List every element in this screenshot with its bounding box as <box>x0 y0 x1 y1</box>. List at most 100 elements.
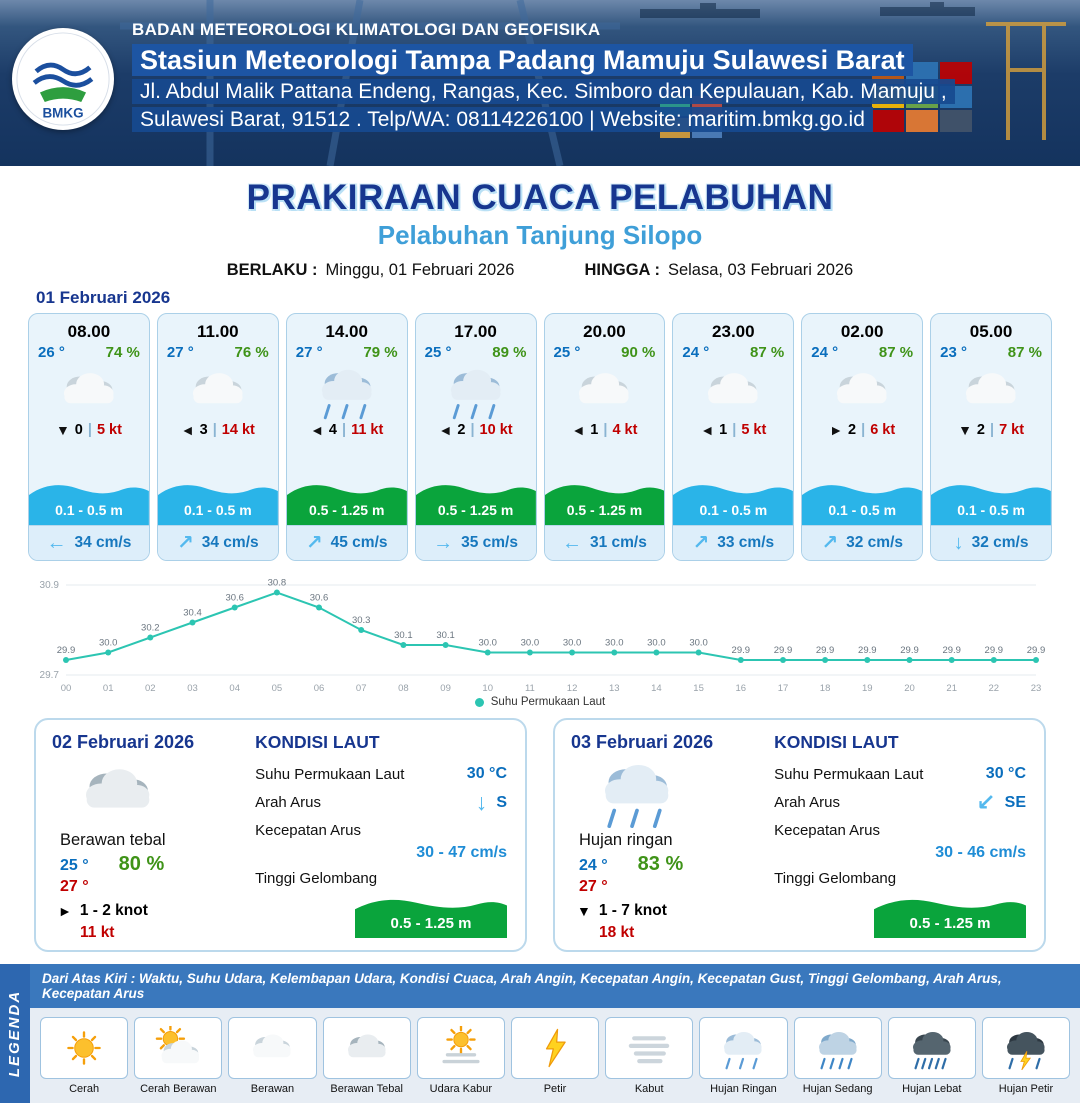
wind-speed: 11 kt <box>351 422 384 438</box>
legend-weather-icon <box>57 1026 111 1070</box>
svg-text:30.1: 30.1 <box>436 630 455 641</box>
weather-icon <box>182 362 254 420</box>
air-temperature: 25 ° <box>553 344 581 361</box>
wave-height-badge: 0.5 - 1.25 m <box>874 894 1026 938</box>
forecast-time: 17.00 <box>454 322 497 341</box>
legend-item: Hujan Lebat <box>887 1017 976 1095</box>
temp-min: 24 ° <box>579 857 608 874</box>
forecast-card: 17.00 25 ° 89 % ◄ 2 | 10 kt <box>414 313 537 561</box>
forecast-date: 01 Februari 2026 <box>36 288 171 307</box>
current-speed: 34 cm/s <box>201 534 259 551</box>
bmkg-logo: BMKG <box>12 28 114 130</box>
wind-value: 2 <box>848 422 857 438</box>
legend-label: Hujan Ringan <box>710 1083 777 1095</box>
current-speed-label: Kecepatan Arus <box>255 822 362 839</box>
current-speed-value: 30 - 47 cm/s <box>416 844 507 861</box>
legend-label: Hujan Sedang <box>802 1083 873 1095</box>
svg-text:30.0: 30.0 <box>478 638 497 649</box>
air-temperature: 24 ° <box>682 344 710 361</box>
legend-weather-icon <box>434 1026 488 1070</box>
header-text: BADAN METEOROLOGI KLIMATOLOGI DAN GEOFIS… <box>132 0 1080 132</box>
svg-text:07: 07 <box>356 683 367 694</box>
wind-row: ◄ 2 | 10 kt <box>416 422 536 438</box>
svg-text:30.6: 30.6 <box>225 593 244 604</box>
svg-text:06: 06 <box>314 683 325 694</box>
date: 03 Februari 2026 <box>571 732 714 752</box>
legend-label: Kabut <box>634 1083 664 1095</box>
svg-text:11: 11 <box>525 683 535 694</box>
legend-label: Berawan Tebal <box>330 1083 403 1095</box>
wind-row: ◄ 1 | 5 kt <box>673 422 793 438</box>
svg-text:19: 19 <box>862 683 873 694</box>
air-temperature: 23 ° <box>940 344 967 361</box>
wind-value: 4 <box>328 422 337 438</box>
daily-forecast-card: 02 Februari 2026 Berawan tebal 25 ° 80 %… <box>34 718 527 952</box>
humidity: 89 % <box>492 344 527 361</box>
wave-height: 0.1 - 0.5 m <box>957 502 1025 518</box>
wind-direction-icon: ▼ <box>577 903 591 919</box>
wind-row: ◄ 3 | 14 kt <box>158 422 278 438</box>
validity-period: BERLAKU : Minggu, 01 Februari 2026 HINGGA… <box>0 261 1080 280</box>
legend-item: Cerah <box>40 1017 129 1095</box>
current-direction-icon: ↗ <box>692 532 710 554</box>
legend-weather-icon <box>716 1026 770 1070</box>
page-title: PRAKIRAAN CUACA PELABUHAN <box>246 178 834 217</box>
forecast-time: 02.00 <box>840 322 884 341</box>
legend-weather-icon <box>340 1026 394 1070</box>
svg-text:30.4: 30.4 <box>183 608 202 619</box>
wind-range: 1 - 7 knot <box>598 902 667 919</box>
current-direction-icon: ← <box>561 532 582 554</box>
current-row: ← 34 cm/s <box>29 525 149 560</box>
current-row: ← 31 cm/s <box>544 525 665 560</box>
legend-weather-icon <box>528 1026 582 1070</box>
current-row: ↗ 34 cm/s <box>157 525 278 560</box>
daily-forecast-card: 03 Februari 2026 Hujan ringan 24 ° 83 % … <box>553 718 1046 952</box>
wind-direction-icon: ◄ <box>571 422 586 438</box>
weather-icon <box>440 362 512 420</box>
legend-weather-icon <box>622 1026 676 1070</box>
header: BMKG BADAN METEOROLOGI KLIMATOLOGI DAN G… <box>0 0 1080 166</box>
svg-text:17: 17 <box>778 683 789 694</box>
legend-item: Petir <box>510 1017 600 1095</box>
svg-text:29.9: 29.9 <box>900 645 919 656</box>
wave-shape <box>874 899 1026 938</box>
wind-value: 0 <box>74 422 83 438</box>
wind-speed: 7 kt <box>999 422 1025 438</box>
wind-gust: 18 kt <box>599 924 635 941</box>
weather-icon <box>311 362 383 420</box>
svg-text:20: 20 <box>904 683 915 694</box>
svg-text:08: 08 <box>398 683 409 694</box>
wave-height-band: 0.5 - 1.25 m <box>415 479 536 525</box>
sst-label: Suhu Permukaan Laut <box>774 765 924 783</box>
divider: | <box>342 422 347 438</box>
current-speed-value: 30 - 46 cm/s <box>935 844 1026 861</box>
svg-text:29.9: 29.9 <box>985 645 1004 656</box>
forecast-card: 11.00 27 ° 76 % ◄ 3 | 14 kt <box>156 313 279 561</box>
legend-item: Hujan Petir <box>981 1017 1071 1095</box>
svg-text:30.1: 30.1 <box>394 630 413 641</box>
current-direction-label: Arah Arus <box>774 794 840 811</box>
chart-legend: Suhu Permukaan Laut <box>30 696 1050 708</box>
weather-icon <box>697 362 769 420</box>
current-speed-label: Kecepatan Arus <box>774 822 881 839</box>
wave-shape <box>673 485 794 525</box>
svg-text:16: 16 <box>736 683 747 694</box>
svg-text:02: 02 <box>145 683 156 694</box>
wave-height: 0.1 - 0.5 m <box>699 502 768 518</box>
svg-text:00: 00 <box>61 683 72 694</box>
sst-value: 30 °C <box>985 765 1026 782</box>
humidity: 80 % <box>118 853 165 875</box>
forecast-card: 20.00 25 ° 90 % ◄ 1 | 4 kt <box>543 313 666 561</box>
wave-shape <box>544 485 665 525</box>
port-name: Pelabuhan Tanjung Silopo <box>377 220 703 250</box>
wind-value: 1 <box>590 422 599 438</box>
wind-speed: 4 kt <box>612 422 638 438</box>
wave-height: 0.5 - 1.25 m <box>437 502 514 518</box>
current-direction: SE <box>1004 793 1026 811</box>
legend-item: Cerah Berawan <box>134 1017 223 1095</box>
current-speed: 31 cm/s <box>589 534 647 551</box>
svg-text:29.9: 29.9 <box>1027 645 1046 656</box>
divider: | <box>861 422 866 438</box>
current-row: ↗ 32 cm/s <box>802 525 923 560</box>
svg-text:30.0: 30.0 <box>521 638 540 649</box>
